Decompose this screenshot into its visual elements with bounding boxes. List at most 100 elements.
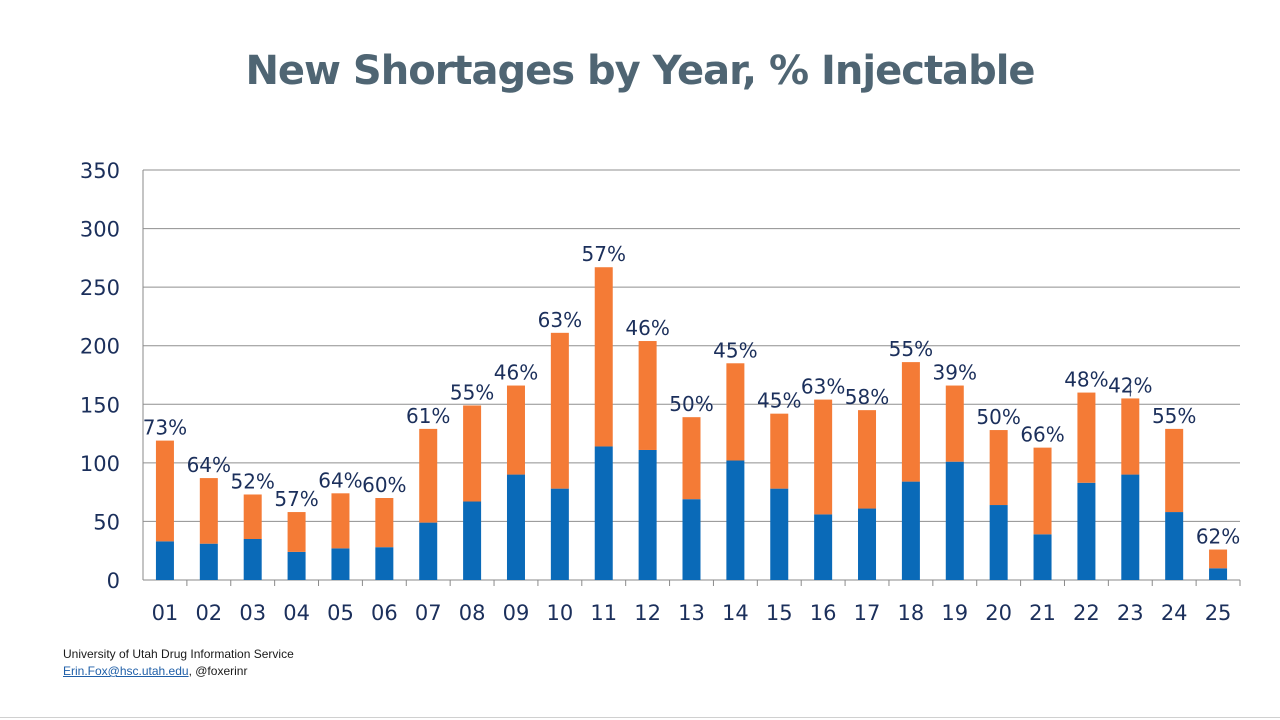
bar-injectable-09 (506, 474, 525, 580)
bar-injectable-08 (463, 501, 482, 580)
percent-label-20: 50% (976, 405, 1020, 429)
bar-injectable-05 (331, 548, 350, 580)
x-tick-label: 10 (546, 601, 573, 625)
percent-label-01: 73% (143, 416, 187, 440)
percent-label-24: 55% (1152, 404, 1196, 428)
bar-non-injectable-02 (199, 478, 218, 544)
footer-email-link[interactable]: Erin.Fox@hsc.utah.edu (63, 664, 189, 678)
y-tick-label: 200 (80, 335, 120, 359)
bar-injectable-13 (682, 499, 701, 580)
x-tick-label: 19 (941, 601, 968, 625)
bar-non-injectable-07 (419, 428, 438, 523)
bar-non-injectable-08 (463, 405, 482, 502)
bar-injectable-11 (594, 446, 613, 580)
percent-label-06: 60% (362, 473, 406, 497)
bar-non-injectable-09 (506, 385, 525, 475)
percent-label-09: 46% (494, 361, 538, 385)
percent-label-04: 57% (274, 487, 318, 511)
y-tick-label: 150 (80, 393, 120, 417)
bar-injectable-21 (1033, 534, 1052, 580)
y-axis: 0 50 100 150 200 250 300 350 (80, 159, 144, 593)
y-tick-label: 0 (107, 569, 120, 593)
x-tick-label: 06 (371, 601, 398, 625)
y-tick-label: 50 (93, 510, 120, 534)
y-tick-label: 250 (80, 276, 120, 300)
x-tick-label: 20 (985, 601, 1012, 625)
slide-title: New Shortages by Year, % Injectable (245, 48, 1035, 94)
percent-label-10: 63% (538, 308, 582, 332)
x-tick-label: 08 (459, 601, 486, 625)
y-tick-label: 100 (80, 452, 120, 476)
percent-label-13: 50% (669, 392, 713, 416)
bar-injectable-01 (155, 541, 174, 580)
y-tick-label: 300 (80, 218, 120, 242)
bar-injectable-23 (1121, 474, 1140, 580)
bar-non-injectable-14 (726, 363, 745, 461)
bar-injectable-12 (638, 449, 657, 580)
bottom-divider (0, 717, 1280, 718)
bar-injectable-18 (901, 481, 920, 580)
x-tick-label: 05 (327, 601, 354, 625)
stacked-bar-chart: 0 50 100 150 200 250 300 350 01 02 03 04 05 06 07 08 09… (80, 159, 1241, 625)
bar-injectable-17 (858, 508, 877, 580)
x-tick-label: 09 (503, 601, 530, 625)
x-tick-label: 16 (810, 601, 837, 625)
x-tick-label: 25 (1205, 601, 1232, 625)
percent-label-25: 62% (1196, 525, 1240, 549)
bar-non-injectable-03 (243, 494, 262, 539)
bars (155, 267, 1228, 580)
x-tick-label: 12 (634, 601, 661, 625)
x-tick-label: 03 (239, 601, 266, 625)
percent-label-15: 45% (757, 389, 801, 413)
bar-non-injectable-22 (1077, 392, 1096, 483)
percent-label-07: 61% (406, 404, 450, 428)
percent-label-16: 63% (801, 375, 845, 399)
percent-label-03: 52% (230, 469, 274, 493)
x-tick-label: 11 (590, 601, 617, 625)
bar-non-injectable-20 (989, 430, 1008, 506)
footer-organization: University of Utah Drug Information Serv… (63, 647, 294, 661)
x-tick-label: 04 (283, 601, 310, 625)
x-tick-label: 13 (678, 601, 705, 625)
bar-non-injectable-01 (155, 440, 174, 542)
percent-label-17: 58% (845, 385, 889, 409)
percent-label-18: 55% (889, 337, 933, 361)
percent-labels: 73%64%52%57%64% 60%61%55%46%63%57%46%50%4… (143, 242, 1241, 548)
bar-non-injectable-19 (945, 385, 964, 462)
bar-non-injectable-11 (594, 267, 613, 447)
x-tick-label: 18 (898, 601, 925, 625)
bar-non-injectable-15 (770, 413, 789, 489)
bar-non-injectable-10 (550, 332, 569, 489)
bar-non-injectable-12 (638, 341, 657, 450)
percent-label-22: 48% (1064, 368, 1108, 392)
bar-non-injectable-21 (1033, 447, 1052, 535)
bar-injectable-03 (243, 539, 262, 580)
y-tick-label: 350 (80, 159, 120, 183)
percent-label-12: 46% (625, 316, 669, 340)
percent-label-14: 45% (713, 338, 757, 362)
bar-injectable-07 (419, 522, 438, 580)
x-tick-label: 01 (152, 601, 179, 625)
bar-non-injectable-24 (1165, 428, 1184, 513)
x-tick-label: 23 (1117, 601, 1144, 625)
bar-non-injectable-04 (287, 512, 306, 552)
bar-non-injectable-13 (682, 417, 701, 500)
x-tick-label: 24 (1161, 601, 1188, 625)
x-tick-label: 15 (766, 601, 793, 625)
footer: University of Utah Drug Information Serv… (63, 646, 294, 680)
bar-injectable-14 (726, 460, 745, 580)
percent-label-19: 39% (933, 361, 977, 385)
bar-non-injectable-05 (331, 493, 350, 549)
bar-injectable-19 (945, 461, 964, 580)
x-tick-label: 22 (1073, 601, 1100, 625)
footer-handle: @foxerinr (195, 664, 248, 678)
percent-label-21: 66% (1020, 423, 1064, 447)
footer-separator: , (188, 664, 196, 678)
footer-contact: Erin.Fox@hsc.utah.edu, @foxerinr (63, 663, 294, 680)
bar-injectable-22 (1077, 482, 1096, 580)
x-tick-label: 17 (854, 601, 881, 625)
percent-label-05: 64% (318, 468, 362, 492)
bar-injectable-06 (375, 547, 394, 580)
bar-injectable-10 (550, 488, 569, 580)
x-tick-label: 21 (1029, 601, 1056, 625)
